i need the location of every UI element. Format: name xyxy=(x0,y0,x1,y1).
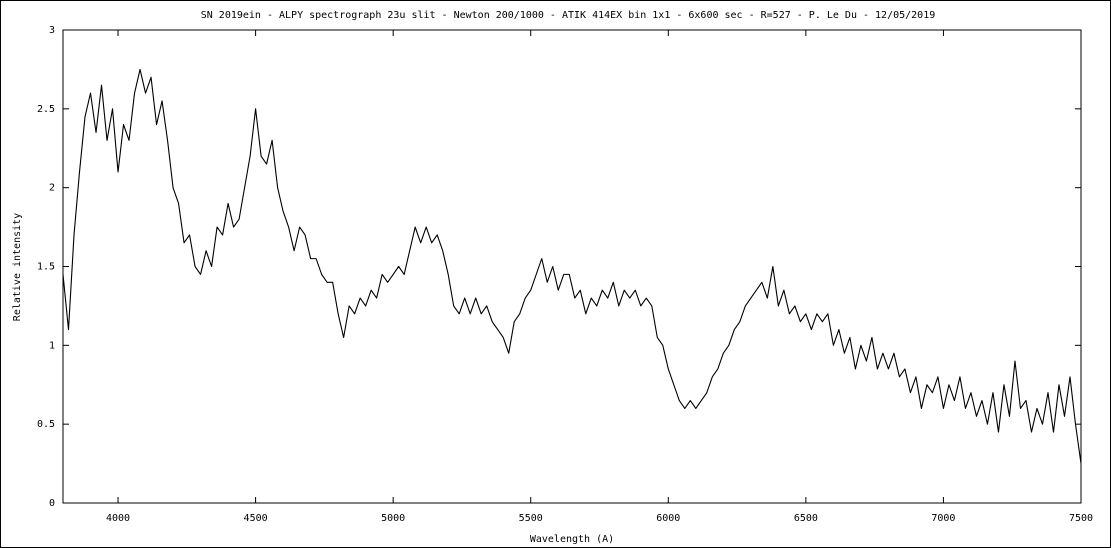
x-axis-label: Wavelength (A) xyxy=(530,534,614,545)
y-tick-label: 0.5 xyxy=(37,419,55,430)
x-tick-label: 7000 xyxy=(931,513,955,524)
spectrum-line xyxy=(62,68,1082,464)
y-tick-label: 1.5 xyxy=(37,262,55,273)
plot-frame xyxy=(62,29,1082,504)
x-tick-label: 6500 xyxy=(794,513,818,524)
y-tick-label: 0 xyxy=(49,498,55,509)
x-tick-label: 7500 xyxy=(1069,513,1093,524)
y-tick-label: 1 xyxy=(49,340,55,351)
x-tick-label: 4000 xyxy=(106,513,130,524)
y-tick-label: 2 xyxy=(49,183,55,194)
x-tick-label: 4500 xyxy=(244,513,268,524)
x-tick-label: 5000 xyxy=(381,513,405,524)
y-tick-label: 2.5 xyxy=(37,104,55,115)
x-tick-label: 5500 xyxy=(519,513,543,524)
y-tick-label: 3 xyxy=(49,25,55,36)
y-axis-label: Relative intensity xyxy=(12,213,23,321)
x-tick-label: 6000 xyxy=(656,513,680,524)
chart-title: SN 2019ein - ALPY spectrograph 23u slit … xyxy=(201,10,936,21)
